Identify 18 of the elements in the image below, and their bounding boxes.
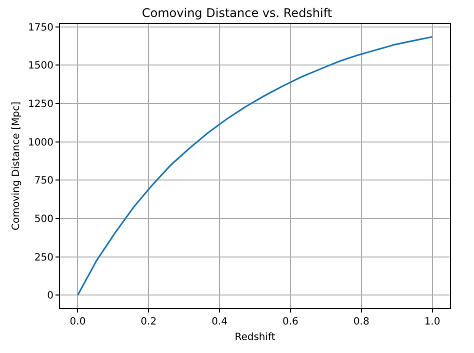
x-tick-label: 0.0 xyxy=(70,316,86,328)
x-tick-label: 0.4 xyxy=(212,316,228,328)
y-tick-label: 0 xyxy=(47,290,54,302)
y-axis-title: Comoving Distance [Mpc] xyxy=(11,102,22,230)
x-tick-label: 1.0 xyxy=(424,316,440,328)
y-tick-label: 250 xyxy=(34,252,54,264)
line-series xyxy=(76,36,434,296)
x-tick-label: 0.8 xyxy=(353,316,370,328)
y-tick-label: 1000 xyxy=(28,137,54,148)
x-tick-label: 0.6 xyxy=(282,316,298,328)
y-tick-label: 1750 xyxy=(28,22,54,34)
y-tick-label: 1250 xyxy=(28,99,54,110)
x-axis-title: Redshift xyxy=(234,332,276,343)
y-tick-label: 750 xyxy=(34,176,54,187)
y-tick-label: 500 xyxy=(34,214,54,225)
x-tick-label: 0.2 xyxy=(140,316,157,328)
chart-title: Comoving Distance vs. Redshift xyxy=(142,6,332,20)
y-tick-label: 1500 xyxy=(28,60,54,72)
